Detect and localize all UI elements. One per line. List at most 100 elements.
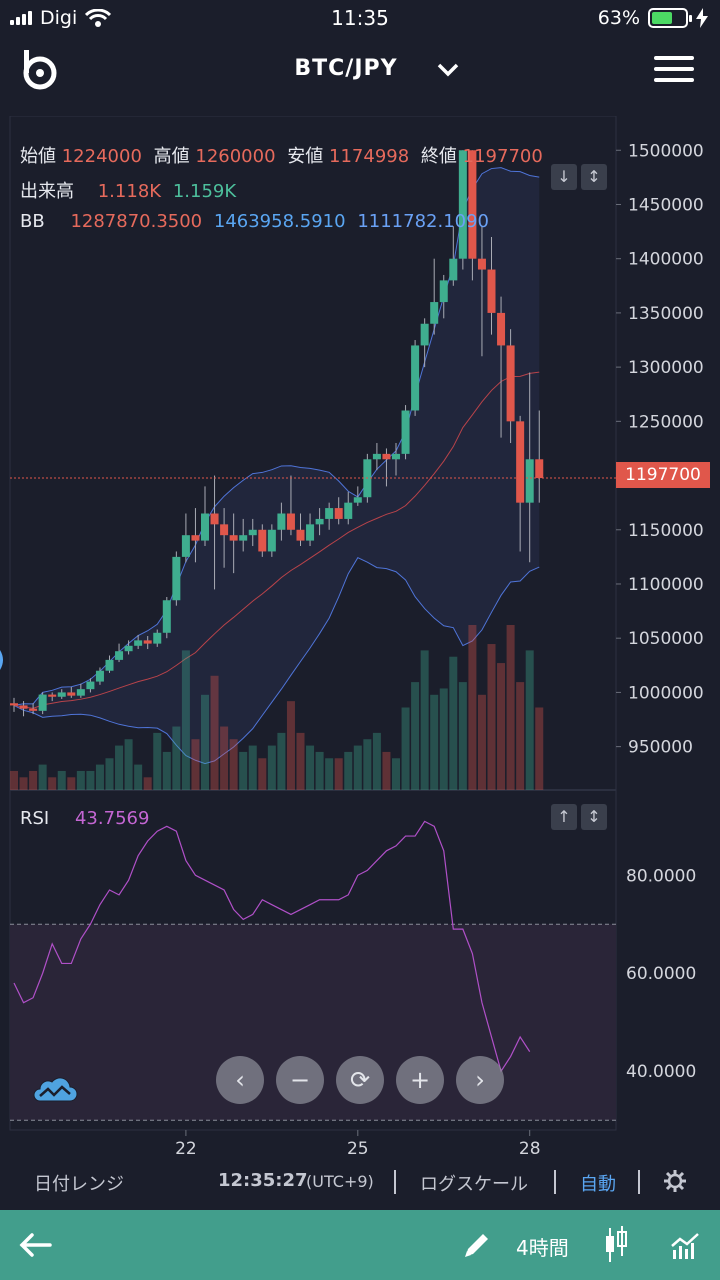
hamburger-menu-icon[interactable] — [654, 56, 694, 86]
rsi-pane-resize-icon[interactable]: ↕ — [581, 804, 607, 830]
volume-bar — [134, 764, 143, 790]
volume-legend: 出来高 1.118K 1.159K — [20, 177, 236, 203]
volume-label: 出来高 — [20, 181, 74, 202]
zoom-out-button[interactable]: − — [276, 1056, 324, 1104]
wifi-icon — [85, 9, 112, 27]
candlestick-type-icon[interactable] — [604, 1226, 628, 1264]
volume-bar — [38, 764, 47, 790]
candle-body — [153, 632, 162, 644]
date-range-button[interactable]: 日付レンジ — [34, 1174, 124, 1195]
pane-move-down-icon[interactable]: ↓ — [551, 164, 577, 190]
candle-body — [229, 535, 238, 541]
interval-selector[interactable]: 4時間 — [516, 1236, 569, 1260]
rsi-label: RSI — [20, 808, 50, 829]
open-value: 1224000 — [61, 146, 142, 167]
candle-body — [76, 689, 85, 696]
price-tick-label: 1500000 — [628, 141, 704, 161]
status-bar: Digi 11:35 63% — [0, 0, 720, 36]
candle-body — [277, 513, 286, 530]
pane-move-up-icon[interactable]: ↑ — [551, 804, 577, 830]
candle-body — [239, 535, 248, 541]
volume-bar — [487, 644, 496, 790]
back-arrow-icon[interactable] — [18, 1232, 52, 1258]
volume-bar — [315, 751, 324, 790]
volume-bar — [248, 745, 257, 790]
candle-body — [325, 508, 334, 519]
pencil-icon[interactable] — [462, 1230, 492, 1260]
candle-body — [258, 529, 267, 552]
timezone-label[interactable]: (UTC+9) — [306, 1172, 374, 1191]
close-value: 1197700 — [462, 146, 543, 167]
indicators-icon[interactable] — [670, 1230, 700, 1260]
candle-body — [191, 535, 200, 541]
zoom-in-button[interactable]: + — [396, 1056, 444, 1104]
auto-scale-toggle[interactable]: 自動 — [580, 1174, 616, 1195]
volume-bar — [439, 688, 448, 790]
candle-body — [48, 694, 57, 697]
volume-bar — [239, 751, 248, 790]
volume-bar — [115, 745, 124, 790]
bb-legend: BB 1287870.3500 1463958.5910 1111782.109… — [20, 211, 489, 232]
candle-body — [477, 258, 486, 270]
reset-view-button[interactable]: ⟳ — [336, 1056, 384, 1104]
low-value: 1174998 — [329, 146, 410, 167]
clock-display[interactable]: 12:35:27 — [218, 1170, 308, 1191]
volume-bar — [76, 770, 85, 790]
pair-title: BTC/JPY — [294, 56, 398, 81]
candle-body — [95, 670, 104, 682]
volume-bar — [181, 650, 190, 790]
candle-body — [181, 535, 190, 557]
scroll-handle — [0, 650, 3, 670]
candle-body — [458, 150, 467, 259]
volume-bar — [201, 694, 209, 790]
bottom-toolbar: 4時間 — [0, 1210, 720, 1280]
volume-bar — [306, 745, 315, 790]
status-time: 11:35 — [331, 6, 389, 30]
volume-bar — [57, 770, 66, 790]
candle-body — [506, 345, 515, 422]
chart-area[interactable]: 1500000 1450000 1400000 1350000 1300000 12500… — [0, 116, 720, 1166]
candle-body — [57, 692, 66, 697]
scroll-right-button[interactable]: › — [456, 1056, 504, 1104]
candle-body — [420, 323, 429, 346]
volume-bar — [535, 707, 544, 790]
pair-selector[interactable]: BTC/JPY — [0, 56, 720, 81]
candle-body — [10, 703, 18, 706]
volume-bar — [296, 732, 305, 790]
candle-body — [210, 513, 219, 525]
volume-bar — [516, 682, 525, 790]
candle-body — [344, 502, 353, 519]
volume-bar — [468, 625, 477, 790]
volume-bar — [105, 758, 114, 790]
candle-body — [29, 708, 38, 711]
pane-resize-icon[interactable]: ↕ — [581, 164, 607, 190]
tradingview-cloud-icon[interactable] — [32, 1074, 78, 1104]
candle-body — [315, 518, 324, 525]
candle-body — [86, 681, 95, 690]
candle-body — [372, 453, 381, 460]
candle-body — [296, 529, 305, 541]
candle-body — [334, 508, 343, 519]
status-right: 63% — [598, 7, 708, 29]
price-tick-label: 1150000 — [628, 521, 704, 541]
volume-bar — [401, 707, 410, 790]
volume-bar — [430, 694, 439, 790]
volume-bar — [258, 758, 267, 790]
volume-bar — [19, 777, 28, 790]
scroll-left-button[interactable]: ‹ — [216, 1056, 264, 1104]
candle-body — [468, 150, 477, 259]
candle-body — [115, 651, 124, 660]
candle-body — [105, 659, 114, 671]
volume-bar — [420, 650, 429, 790]
price-tick-label: 1100000 — [628, 575, 704, 595]
volume-bar — [67, 777, 76, 790]
candle-body — [124, 645, 133, 652]
bitbank-logo-icon[interactable] — [20, 50, 60, 90]
log-scale-toggle[interactable]: ログスケール — [420, 1174, 528, 1195]
price-tick-label: 1450000 — [628, 195, 704, 215]
volume-bar — [29, 770, 38, 790]
price-tick-label: 1400000 — [628, 250, 704, 270]
chart-canvas[interactable]: 1500000 1450000 1400000 1350000 1300000 12500… — [0, 116, 720, 1166]
volume-value-1: 1.118K — [97, 181, 162, 202]
gear-icon[interactable] — [664, 1170, 686, 1192]
